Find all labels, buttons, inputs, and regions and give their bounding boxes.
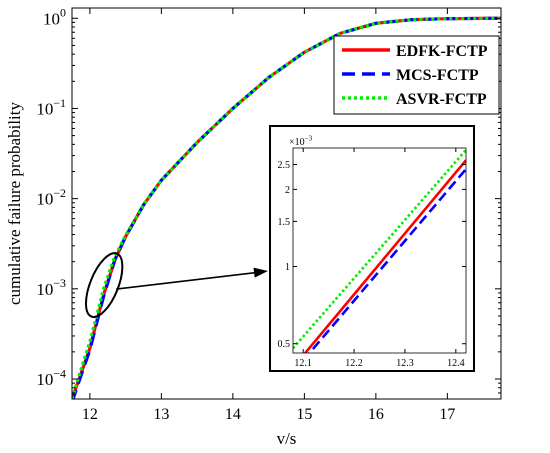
y-tick-label: 10−4 (36, 366, 66, 389)
legend-label-asvr-fctp: ASVR-FCTP (396, 91, 487, 108)
inset-y-tick-label: 2 (285, 185, 290, 196)
inset-axes-frame (292, 147, 467, 354)
y-tick-label: 10−3 (36, 276, 66, 299)
inset-series-group (293, 149, 466, 353)
plot-frame (71, 7, 502, 400)
x-tick-label: 17 (439, 406, 455, 423)
x-tick-label: 12 (82, 406, 98, 423)
x-axis-label: v/s (277, 429, 297, 448)
x-tick-label: 14 (225, 406, 241, 423)
inset-series-line-edfk-fctp (303, 159, 466, 353)
y-tick-label: 100 (43, 6, 66, 29)
inset-y-tick-label: 1 (285, 262, 290, 273)
inset-series-line-mcs-fctp (307, 168, 466, 353)
y-tick-label: 10−2 (36, 186, 66, 209)
inset-y-tick-label: 2.5 (278, 160, 291, 171)
inset-plot: 12.1 12.2 12.3 12.4 0.5 1 1.5 2 2.5 ×10−3 (269, 125, 475, 372)
inset-x-tick-label: 12.2 (345, 358, 363, 369)
y-axis-label: cumulative failure probability (5, 102, 24, 305)
inset-y-tick-label: 0.5 (278, 339, 291, 350)
main-plot: 12 13 14 15 16 1710−410−310−210−1100v/scumula… (5, 6, 502, 448)
x-tick-label: 15 (296, 406, 312, 423)
y-tick-label: 10−1 (36, 96, 66, 119)
inset-y-multiplier: ×10−3 (289, 135, 313, 149)
zoom-ellipse (84, 252, 124, 319)
zoom-annotation (84, 252, 268, 319)
inset-x-tick-label: 12.3 (396, 358, 414, 369)
legend: EDFK-FCTP MCS-FCTP ASVR-FCTP (333, 35, 500, 115)
legend-label-mcs-fctp: MCS-FCTP (396, 67, 479, 84)
series-line-asvr-fctp (72, 16, 501, 399)
zoom-arrow-line (116, 271, 257, 290)
legend-label-edfk-fctp: EDFK-FCTP (396, 43, 488, 60)
inset-y-tick-label: 1.5 (278, 217, 291, 228)
series-line-mcs-fctp (72, 16, 501, 399)
inset-x-tick-label: 12.1 (294, 358, 312, 369)
main-series-group (72, 16, 501, 399)
inset-x-tick-label: 12.4 (447, 358, 465, 369)
x-tick-label: 13 (153, 406, 169, 423)
zoom-arrow-head (253, 267, 268, 278)
inset-frame (269, 125, 475, 372)
inset-series-line-asvr-fctp (293, 149, 466, 350)
x-tick-label: 16 (368, 406, 384, 423)
